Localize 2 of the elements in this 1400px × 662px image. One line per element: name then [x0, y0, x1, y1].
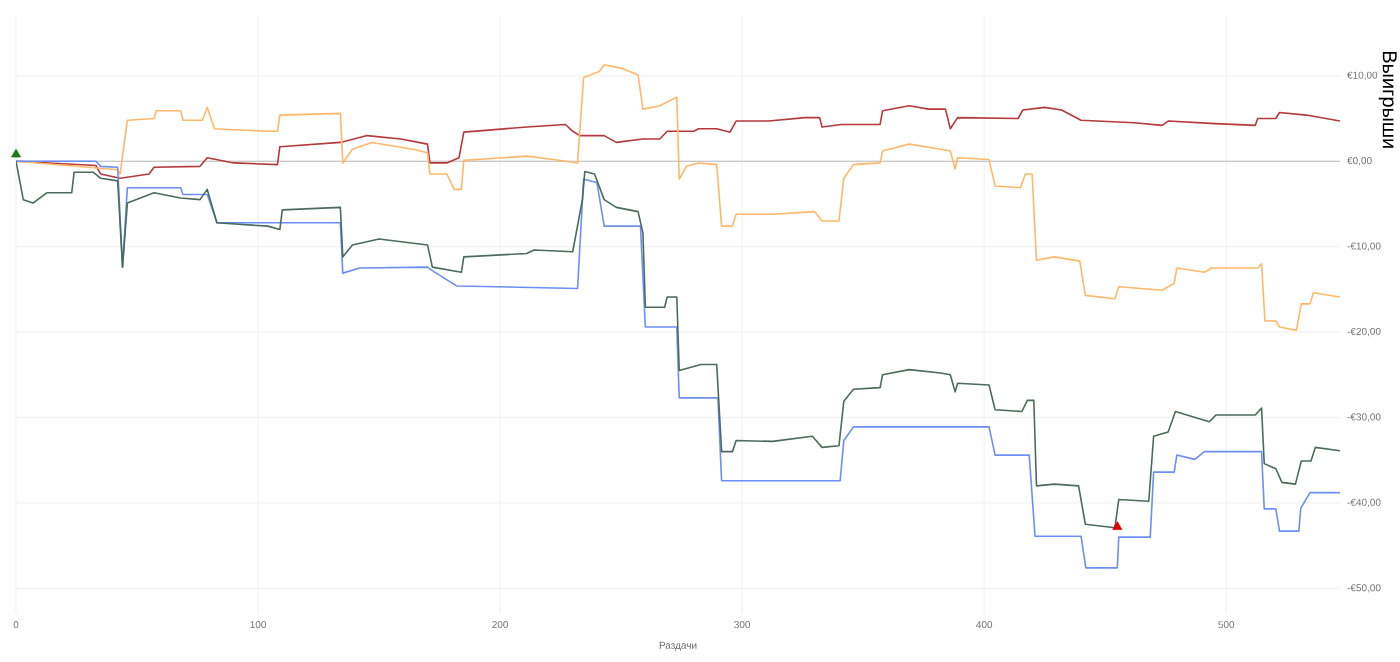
y-axis-title: Выигрыши — [1378, 51, 1397, 148]
line-series — [16, 63, 1340, 332]
